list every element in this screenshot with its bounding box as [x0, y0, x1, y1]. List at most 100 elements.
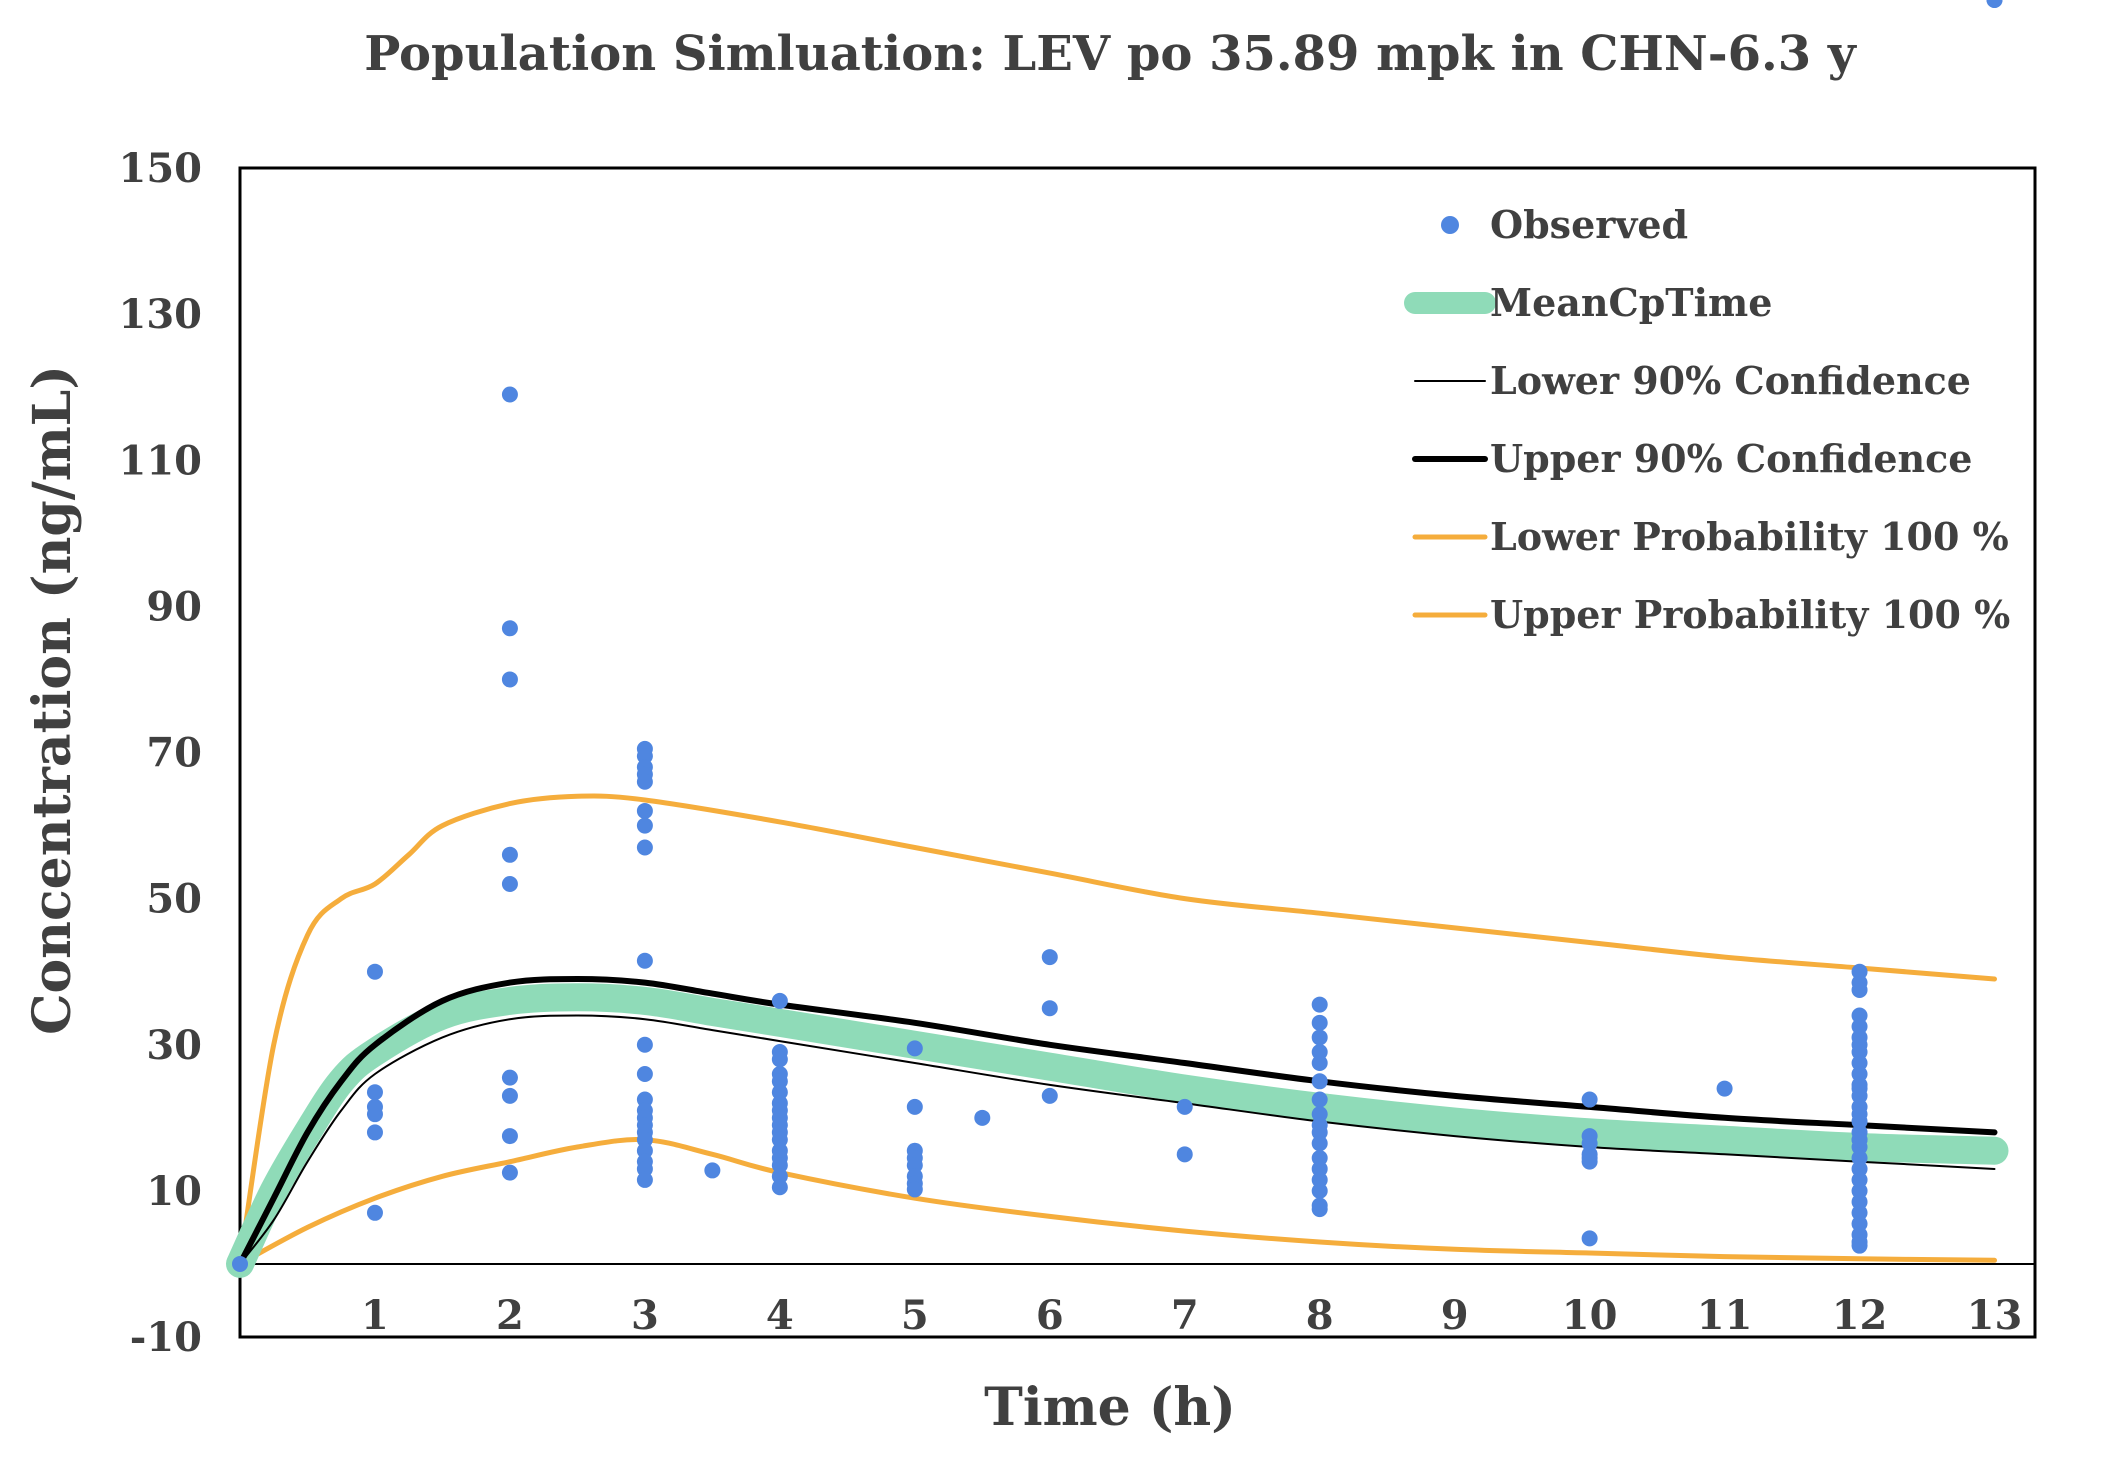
observed-point	[636, 748, 653, 765]
y-tick-label: 50	[146, 876, 202, 923]
observed-point	[636, 1065, 653, 1082]
observed-point	[704, 1162, 721, 1179]
y-tick-label: 30	[146, 1022, 202, 1069]
observed-point	[501, 1069, 518, 1086]
observed-point	[501, 1164, 518, 1181]
chart-title: Population Simluation: LEV po 35.89 mpk …	[364, 26, 1858, 82]
y-tick-label: -10	[130, 1314, 202, 1361]
observed-point	[1311, 1106, 1328, 1123]
observed-point	[1311, 1091, 1328, 1108]
x-tick-label: 11	[1697, 1292, 1753, 1339]
y-tick-label: 70	[146, 730, 202, 777]
legend-label: MeanCpTime	[1490, 280, 1772, 325]
observed-point	[1311, 1055, 1328, 1072]
observed-point	[1311, 1135, 1328, 1152]
observed-point	[501, 671, 518, 688]
observed-point	[1311, 1149, 1328, 1166]
observed-point	[366, 1106, 383, 1123]
legend-label: Upper 90% Confidence	[1490, 436, 1972, 481]
observed-point	[1311, 1182, 1328, 1199]
x-tick-label: 6	[1036, 1292, 1064, 1339]
observed-point	[1851, 1193, 1868, 1210]
x-tick-label: 10	[1562, 1292, 1618, 1339]
observed-point	[1041, 1087, 1058, 1104]
x-tick-label: 3	[631, 1292, 659, 1339]
observed-point	[1581, 1153, 1598, 1170]
observed-point	[1176, 1098, 1193, 1115]
observed-point	[1176, 1146, 1193, 1163]
observed-point	[366, 963, 383, 980]
observed-point	[1311, 1014, 1328, 1031]
x-tick-label: 7	[1171, 1292, 1199, 1339]
observed-point	[1851, 981, 1868, 998]
observed-point	[636, 1142, 653, 1159]
observed-point	[1311, 996, 1328, 1013]
x-tick-label: 2	[496, 1292, 524, 1339]
observed-point	[1851, 1044, 1868, 1061]
observed-point	[1851, 1080, 1868, 1097]
observed-point	[1041, 949, 1058, 966]
observed-point	[771, 1073, 788, 1090]
x-axis-label: Time (h)	[984, 1377, 1236, 1438]
observed-point	[636, 1036, 653, 1053]
observed-point	[501, 876, 518, 893]
observed-point	[1311, 1201, 1328, 1218]
y-tick-label: 130	[119, 291, 203, 338]
observed-point	[501, 386, 518, 403]
x-tick-label: 12	[1832, 1292, 1888, 1339]
observed-point	[366, 1204, 383, 1221]
observed-point	[1851, 1204, 1868, 1221]
observed-point	[1851, 1237, 1868, 1254]
x-tick-label: 4	[766, 1292, 794, 1339]
observed-point	[636, 952, 653, 969]
x-tick-label: 5	[901, 1292, 929, 1339]
observed-point	[1311, 1171, 1328, 1188]
observed-point	[636, 1131, 653, 1148]
observed-point	[1851, 1182, 1868, 1199]
observed-point	[1851, 1065, 1868, 1082]
observed-point	[771, 1084, 788, 1101]
observed-point	[1581, 1091, 1598, 1108]
observed-point	[906, 1181, 923, 1198]
observed-point	[501, 846, 518, 863]
y-tick-label: 10	[146, 1168, 202, 1215]
observed-point	[1851, 1018, 1868, 1035]
series-line-ci-upper	[237, 976, 1998, 1267]
observed-point	[1311, 1029, 1328, 1046]
y-tick-label: 90	[146, 583, 202, 630]
observed-point	[636, 817, 653, 834]
observed-point	[974, 1109, 991, 1126]
observed-point	[1851, 963, 1868, 980]
observed-point	[636, 1171, 653, 1188]
observed-point	[366, 1124, 383, 1141]
observed-point	[1851, 1149, 1868, 1166]
observed-point	[1311, 1073, 1328, 1090]
series-line-prob-lower	[237, 1137, 1997, 1267]
observed-point	[1851, 1171, 1868, 1188]
y-tick-label: 150	[119, 145, 203, 192]
observed-point	[636, 802, 653, 819]
observed-point	[501, 620, 518, 637]
observed-point	[501, 1087, 518, 1104]
plot-frame	[238, 166, 2037, 1339]
legend: Observed MeanCpTime Lower 90% Confidence Up…	[1404, 202, 2010, 637]
series-line-prob-upper	[237, 793, 1997, 1267]
observed-point	[771, 1168, 788, 1185]
observed-point	[1851, 1055, 1868, 1072]
observed-point	[232, 1255, 248, 1272]
x-tick-label: 8	[1306, 1292, 1334, 1339]
observed-point	[1986, 0, 2003, 8]
y-axis-label: Concentration (ng/mL)	[22, 365, 83, 1035]
observed-point	[366, 1084, 383, 1101]
observed-point	[1581, 1135, 1598, 1152]
observed-point	[906, 1157, 923, 1174]
observed-point	[771, 1179, 788, 1196]
observed-point	[1851, 1131, 1868, 1148]
observed-point	[1851, 1215, 1868, 1232]
observed-point	[1851, 1113, 1868, 1130]
x-tick-label: 13	[1967, 1292, 2023, 1339]
observed-point	[636, 1091, 653, 1108]
